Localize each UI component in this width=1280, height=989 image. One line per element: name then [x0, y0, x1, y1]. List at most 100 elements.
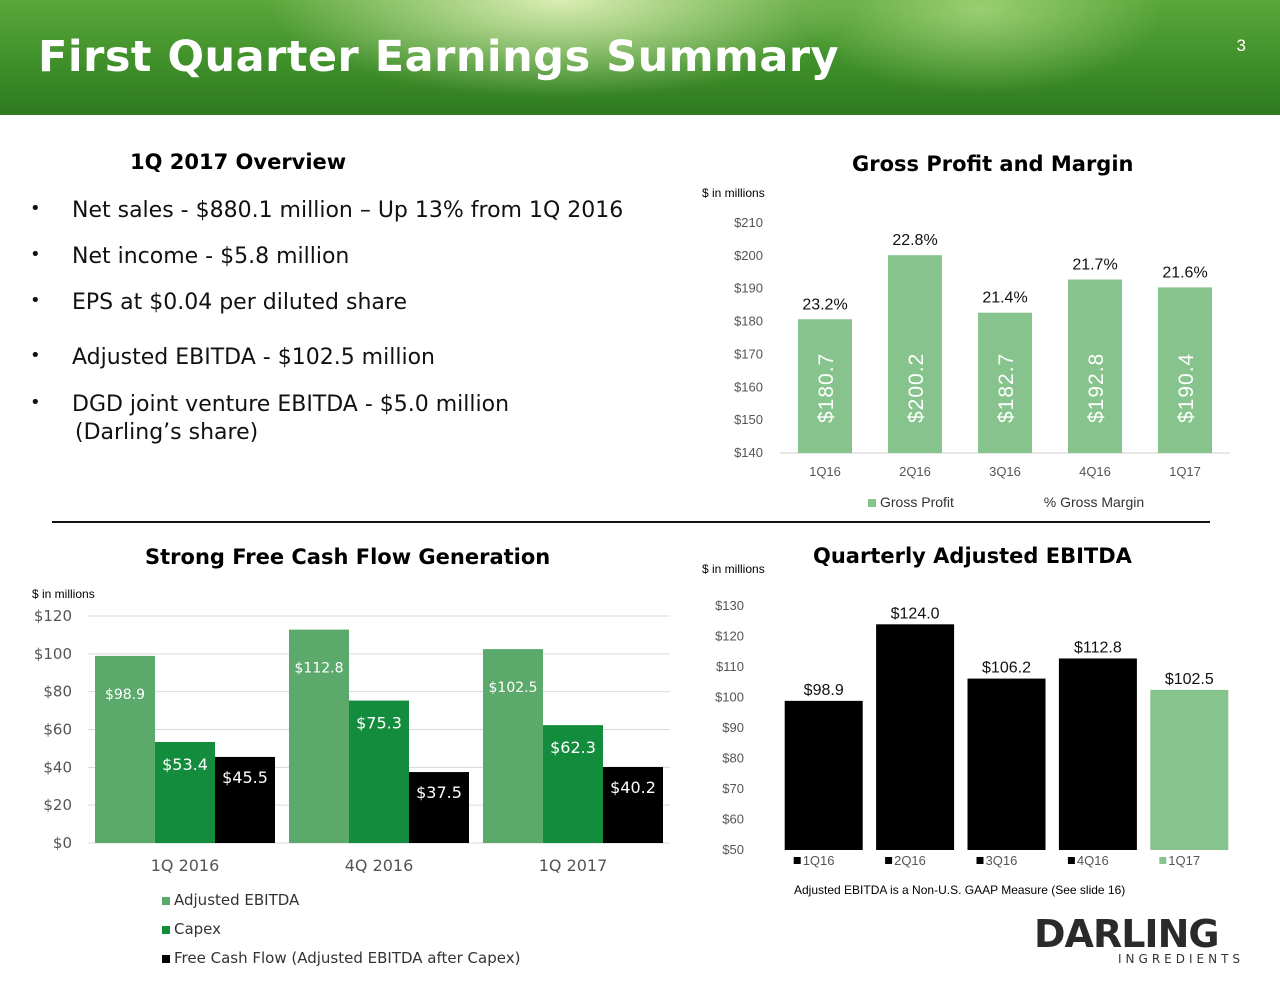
- bullet-text: Adjusted EBITDA - $102.5 million: [72, 345, 435, 370]
- y-tick-label: $100: [715, 690, 744, 705]
- adjusted-ebitda-value-label: $112.8: [1074, 639, 1122, 656]
- bullet-text: Net sales - $880.1 million – Up 13% from…: [72, 198, 624, 223]
- adjusted-ebitda-value-label: $102.5: [1165, 671, 1214, 688]
- adjusted-ebitda-bar: [483, 649, 543, 843]
- free-cash-flow-bar: [409, 772, 469, 843]
- fcf-unit-note: $ in millions: [32, 587, 95, 601]
- legend-swatch: [868, 499, 876, 507]
- x-tick-label: 4Q16: [1077, 853, 1109, 868]
- y-tick-label: $180: [734, 314, 763, 329]
- adjusted-ebitda-bar: [95, 655, 155, 843]
- gross-profit-chart: $140 $150 $160 $170 $180 $190 $200 $210 $180.7 23…: [734, 215, 1230, 479]
- logo-wordmark: DARLING: [1034, 912, 1220, 956]
- fcf-chart: $0 $20 $40 $60 $80 $100 $120 $98.9 $53.4 $45.5 1Q …: [34, 607, 670, 875]
- gross-profit-value-label: $192.8: [1085, 353, 1108, 423]
- y-tick-label: $80: [722, 751, 744, 766]
- legend-swatch: [162, 897, 170, 905]
- darling-logo: DARLING INGREDIENTS: [1034, 912, 1244, 968]
- legend-entry-gross-margin: % Gross Margin: [1043, 494, 1145, 510]
- qe-unit-note: $ in millions: [702, 562, 765, 576]
- section-divider: [52, 521, 1210, 523]
- legend-swatch: [976, 857, 984, 864]
- fcf-title: Strong Free Cash Flow Generation: [145, 545, 551, 569]
- legend-entry-gross-profit: Gross Profit: [868, 494, 954, 510]
- adjusted-ebitda-value-label: $98.9: [804, 682, 844, 699]
- y-tick-label: $60: [43, 721, 72, 739]
- bullet-text: DGD joint venture EBITDA - $5.0 million: [72, 392, 510, 417]
- capex-value-label: $62.3: [550, 738, 596, 757]
- gross-profit-value-label: $182.7: [995, 353, 1018, 423]
- legend-label: Free Cash Flow (Adjusted EBITDA after Ca…: [174, 949, 521, 967]
- y-tick-label: $110: [716, 659, 744, 674]
- capex-value-label: $53.4: [162, 755, 208, 774]
- y-tick-label: $90: [722, 720, 744, 735]
- capex-bar: [349, 700, 409, 843]
- legend-swatch: [162, 926, 170, 934]
- legend-label: Adjusted EBITDA: [174, 891, 300, 909]
- x-tick-label: 1Q17: [1168, 853, 1200, 868]
- header-banner: First Quarter Earnings Summary 3: [0, 0, 1280, 115]
- y-tick-label: $0: [53, 834, 72, 852]
- y-tick-label: $170: [734, 346, 763, 361]
- gross-margin-label: 21.4%: [982, 290, 1027, 307]
- y-tick-label: $120: [715, 629, 744, 644]
- y-tick-label: $200: [734, 248, 763, 263]
- free-cash-flow-value-label: $37.5: [416, 783, 462, 802]
- bullet-dot: •: [30, 198, 41, 219]
- adjusted-ebitda-value-label: $98.9: [105, 687, 145, 703]
- gross-profit-bar: [978, 312, 1032, 453]
- legend-swatch: [1067, 857, 1075, 864]
- gross-profit-value-label: $180.7: [815, 353, 838, 423]
- x-tick-label: 4Q16: [1079, 464, 1111, 479]
- capex-value-label: $75.3: [356, 714, 402, 733]
- y-tick-label: $140: [734, 445, 763, 460]
- gross-margin-label: 22.8%: [892, 232, 937, 249]
- y-tick-label: $120: [34, 607, 72, 625]
- free-cash-flow-bar: [603, 766, 663, 843]
- bullet-dot: •: [30, 392, 41, 413]
- bullet-dot: •: [30, 290, 41, 311]
- qe-chart: $50 $60 $70 $80 $90 $100 $110 $120 $130 $98.9 1Q16…: [715, 598, 1229, 868]
- adjusted-ebitda-bar: [1150, 689, 1229, 850]
- capex-bar: [155, 741, 215, 843]
- y-tick-label: $20: [43, 796, 72, 814]
- y-tick-label: $40: [43, 758, 72, 776]
- legend-swatch: [793, 857, 801, 864]
- gross-profit-title: Gross Profit and Margin: [852, 152, 1134, 176]
- x-tick-label: 4Q 2016: [345, 856, 414, 875]
- gross-profit-bar: [888, 255, 942, 453]
- capex-bar: [543, 725, 603, 843]
- bullet-text: EPS at $0.04 per diluted share: [72, 290, 407, 315]
- overview-title: 1Q 2017 Overview: [130, 150, 347, 174]
- y-tick-label: $60: [722, 812, 744, 827]
- gross-profit-legend: Gross Profit % Gross Margin: [868, 494, 1144, 510]
- free-cash-flow-value-label: $40.2: [610, 778, 656, 797]
- bullet-text: (Darling’s share): [75, 420, 259, 445]
- qe-title: Quarterly Adjusted EBITDA: [813, 544, 1132, 568]
- fcf-legend-free-cash-flow: Free Cash Flow (Adjusted EBITDA after Ca…: [162, 949, 520, 967]
- page-title: First Quarter Earnings Summary: [38, 32, 840, 82]
- legend-label: Capex: [174, 920, 222, 938]
- adjusted-ebitda-value-label: $124.0: [891, 605, 940, 622]
- x-tick-label: 1Q17: [1169, 464, 1201, 479]
- y-tick-label: $100: [34, 645, 72, 663]
- slide-number: 3: [1236, 36, 1246, 55]
- gross-profit-unit-note: $ in millions: [702, 186, 765, 200]
- gross-profit-bar: [1158, 287, 1212, 453]
- adjusted-ebitda-bar: [967, 678, 1046, 850]
- y-tick-label: $210: [734, 215, 763, 230]
- x-tick-label: 2Q16: [894, 853, 926, 868]
- logo-subtitle: INGREDIENTS: [1118, 952, 1245, 966]
- bullet-dot: •: [30, 345, 41, 366]
- legend-label: Gross Profit: [880, 494, 954, 510]
- adjusted-ebitda-value-label: $112.8: [295, 661, 344, 677]
- gross-margin-label: 23.2%: [802, 296, 847, 313]
- y-tick-label: $70: [722, 781, 744, 796]
- fcf-legend-capex: Capex: [162, 920, 221, 938]
- gross-profit-value-label: $190.4: [1175, 353, 1198, 423]
- gross-profit-value-label: $200.2: [905, 353, 928, 423]
- legend-swatch: [885, 857, 893, 864]
- free-cash-flow-value-label: $45.5: [222, 768, 268, 787]
- legend-swatch: [1159, 857, 1167, 864]
- adjusted-ebitda-value-label: $102.5: [489, 680, 538, 696]
